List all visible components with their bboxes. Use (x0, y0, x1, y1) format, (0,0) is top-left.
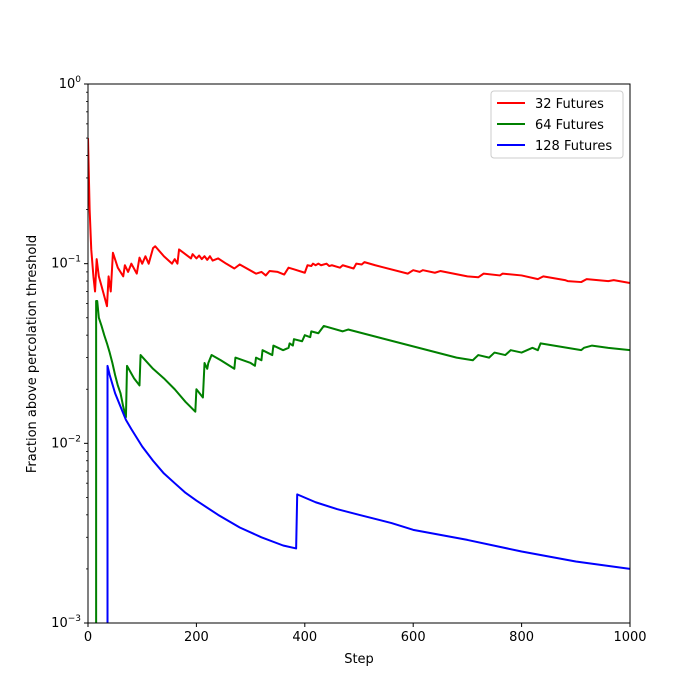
series-line-2 (95, 299, 630, 623)
x-tick-label: 600 (401, 630, 426, 645)
x-tick-label: 400 (292, 630, 317, 645)
legend: 32 Futures 64 Futures 128 Futures (490, 90, 624, 159)
x-axis-label: Step (344, 652, 374, 667)
y-axis: 10−3 10−2 10−1 100 (51, 75, 88, 631)
x-axis: 0 200 400 600 800 1000 (84, 623, 647, 645)
series-line-1 (88, 138, 630, 308)
y-tick-label: 10−1 (51, 255, 81, 272)
x-tick-label: 200 (184, 630, 209, 645)
series-line-3 (106, 364, 630, 623)
y-tick-label: 10−2 (51, 434, 81, 451)
legend-label-3: 128 Futures (535, 139, 612, 154)
legend-label-1: 32 Futures (535, 97, 604, 112)
y-axis-label: Fraction above percolation threshold (25, 235, 40, 473)
x-tick-label: 0 (84, 630, 92, 645)
y-tick-label: 100 (59, 75, 82, 92)
series-layer (88, 138, 630, 623)
legend-box (490, 90, 624, 159)
x-tick-label: 1000 (613, 630, 646, 645)
x-tick-label: 800 (509, 630, 534, 645)
legend-label-2: 64 Futures (535, 118, 604, 133)
y-tick-label: 10−3 (51, 614, 81, 631)
plot-frame (87, 83, 631, 624)
